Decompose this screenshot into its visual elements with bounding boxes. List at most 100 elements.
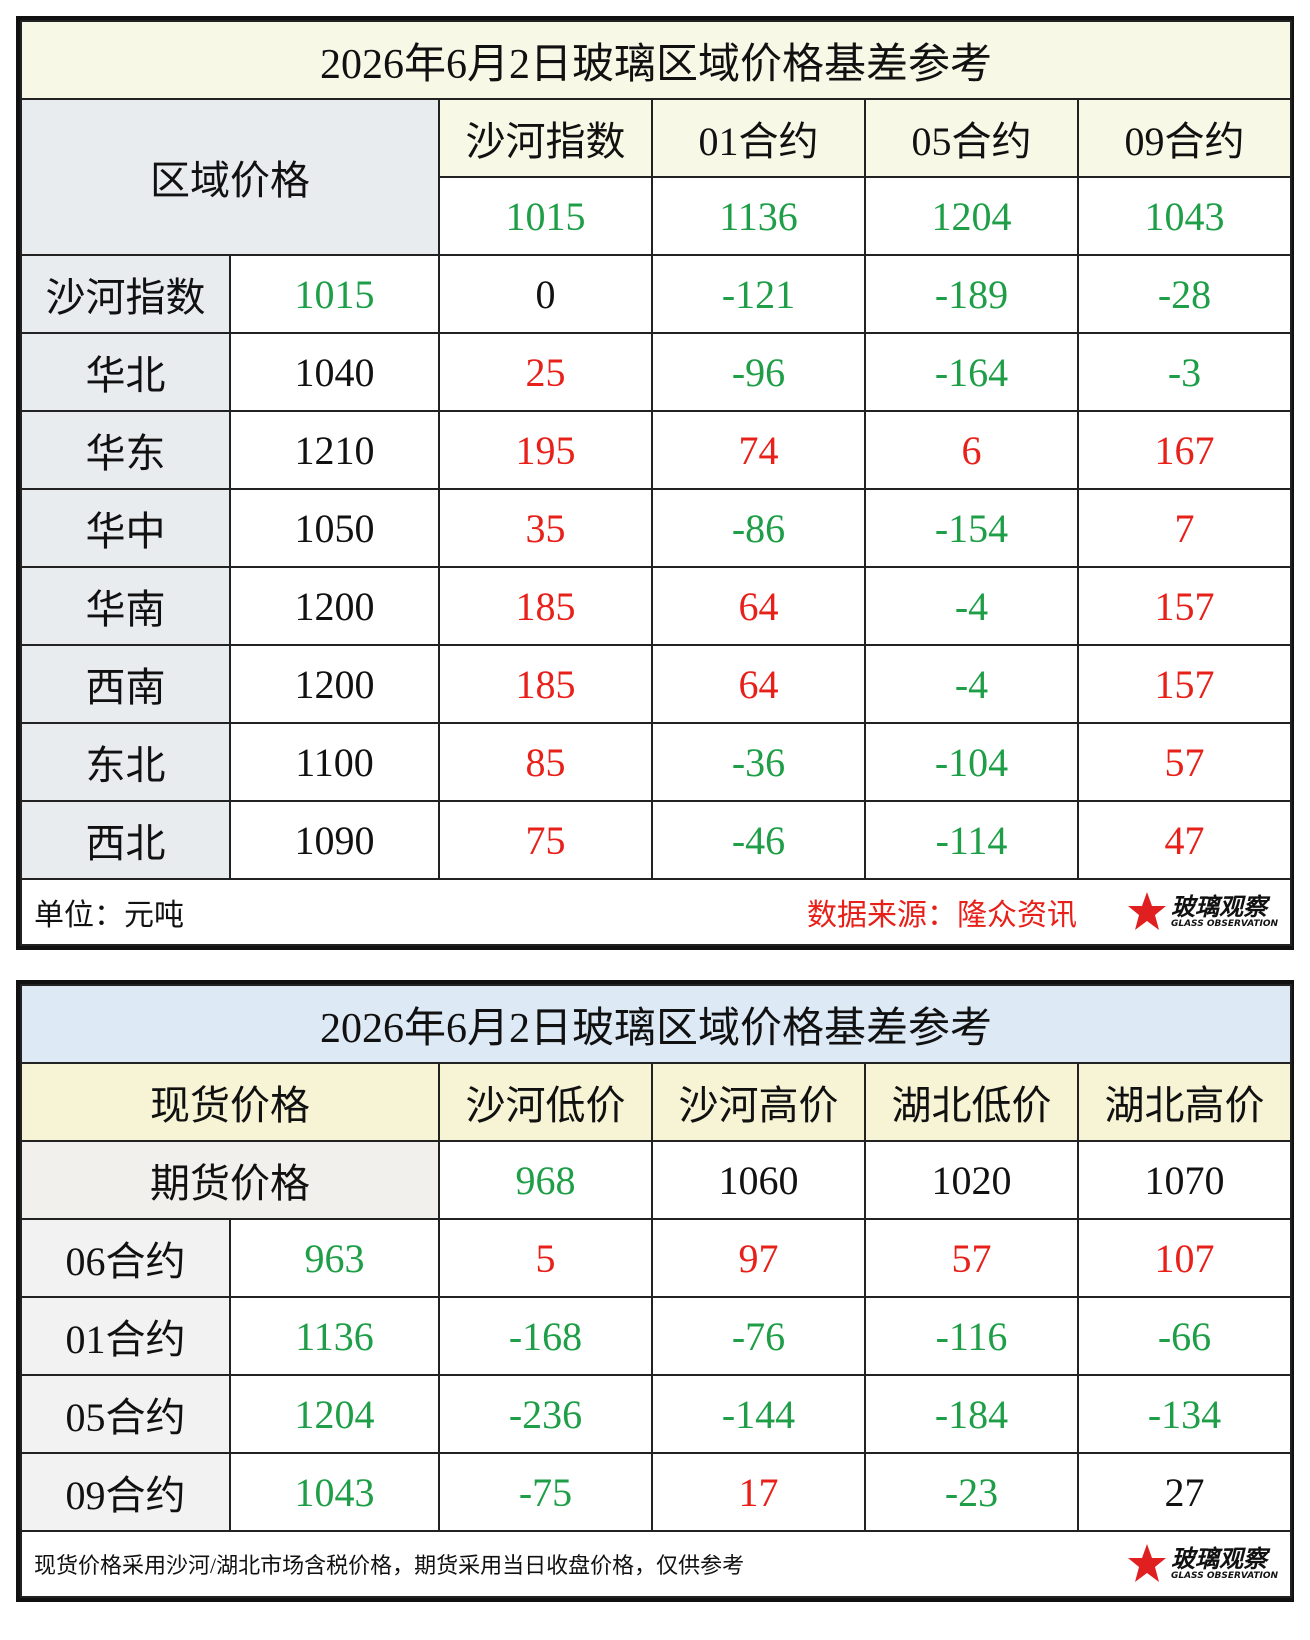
basis-value: -3	[1076, 332, 1293, 412]
basis-value: 25	[438, 332, 653, 412]
footer-right: 数据来源：隆众资讯 玻璃观察 GLASS OBSERVATION	[807, 890, 1278, 934]
row-label: 华中	[20, 488, 231, 568]
basis-value: 97	[651, 1218, 866, 1298]
data-row: 华中 1050 35 -86 -154 7	[20, 488, 1293, 568]
data-row: 沙河指数 1015 0 -121 -189 -28	[20, 254, 1293, 334]
row-price: 1050	[229, 488, 440, 568]
source: 数据来源：隆众资讯	[806, 899, 1077, 932]
basis-value: -23	[864, 1452, 1079, 1532]
basis-value: 107	[1076, 1218, 1293, 1298]
data-row: 华南 1200 185 64 -4 157	[20, 566, 1293, 646]
footer: 现货价格采用沙河/湖北市场含税价格，期货采用当日收盘价格，仅供参考 玻璃观察 GLA…	[19, 1530, 1293, 1598]
basis-value: 27	[1076, 1452, 1293, 1532]
row-label: 华北	[20, 332, 231, 412]
logo-star	[1127, 892, 1166, 930]
basis-value: -154	[864, 488, 1079, 568]
row-price: 1204	[229, 1374, 440, 1454]
basis-value: -86	[651, 488, 866, 568]
logo: 玻璃观察 GLASS OBSERVATION	[1127, 890, 1278, 934]
footer-content: 单位：元吨 数据来源：隆众资讯 玻璃观察 GLASS OBSERVATION	[22, 880, 1290, 944]
logo-name: 玻璃观察	[1170, 893, 1267, 921]
column-header: 09合约	[1076, 98, 1293, 178]
row-price: 1136	[229, 1296, 440, 1376]
header-value-row: 期货价格 968 1060 1020 1070	[20, 1140, 1293, 1220]
basis-value: -75	[438, 1452, 653, 1532]
footer-content: 现货价格采用沙河/湖北市场含税价格，期货采用当日收盘价格，仅供参考 玻璃观察 GLA…	[22, 1532, 1290, 1596]
basis-value: 57	[864, 1218, 1079, 1298]
basis-value: 64	[651, 566, 866, 646]
basis-value: 185	[438, 644, 653, 724]
basis-value: 35	[438, 488, 653, 568]
footer-row: 现货价格采用沙河/湖北市场含税价格，期货采用当日收盘价格，仅供参考 玻璃观察 GLA…	[19, 1530, 1293, 1598]
basis-value: 47	[1076, 800, 1293, 880]
data-row: 01合约 1136 -168 -76 -116 -66	[20, 1296, 1293, 1376]
basis-value: 85	[438, 722, 653, 802]
column-value: 1060	[651, 1140, 866, 1220]
basis-value: -4	[864, 644, 1079, 724]
basis-value: 157	[1076, 566, 1293, 646]
corner-header: 现货价格	[20, 1062, 440, 1142]
column-header: 沙河低价	[438, 1062, 653, 1142]
basis-value: -134	[1076, 1374, 1293, 1454]
column-header: 沙河指数	[438, 98, 653, 178]
table-title: 2026年6月2日玻璃区域价格基差参考	[19, 20, 1293, 100]
basis-value: -46	[651, 800, 866, 880]
basis-value: -36	[651, 722, 866, 802]
data-row: 09合约 1043 -75 17 -23 27	[20, 1452, 1293, 1532]
basis-value: -189	[864, 254, 1079, 334]
table-title: 2026年6月2日玻璃区域价格基差参考	[19, 984, 1293, 1064]
footer: 单位：元吨 数据来源：隆众资讯 玻璃观察 GLASS OBSERVATION	[19, 878, 1293, 946]
row-price: 1210	[229, 410, 440, 490]
header-value-row: 1015 1136 1204 1043	[21, 176, 1293, 256]
basis-value: 167	[1076, 410, 1293, 490]
data-row: 华北 1040 25 -96 -164 -3	[20, 332, 1293, 412]
table-panel: 2026年6月2日玻璃区域价格基差参考 区域价格 沙河指数 01合约 05合约 09合约 1…	[16, 16, 1294, 950]
basis-value: -116	[864, 1296, 1079, 1376]
basis-value: 7	[1076, 488, 1293, 568]
column-header: 湖北低价	[864, 1062, 1079, 1142]
corner-header: 区域价格	[20, 98, 440, 256]
data-row: 华东 1210 195 74 6 167	[20, 410, 1293, 490]
row-price: 963	[229, 1218, 440, 1298]
row-label: 西北	[20, 800, 231, 880]
logo-subtitle: GLASS OBSERVATION	[1170, 919, 1279, 929]
data-row: 西南 1200 185 64 -4 157	[20, 644, 1293, 724]
row-price: 1015	[229, 254, 440, 334]
row-price: 1200	[229, 644, 440, 724]
table-panel: 2026年6月2日玻璃区域价格基差参考 现货价格 沙河低价 沙河高价 湖北低价 湖北高价期…	[16, 980, 1294, 1602]
basis-value: -66	[1076, 1296, 1293, 1376]
logo-star	[1127, 1544, 1166, 1582]
basis-value: -121	[651, 254, 866, 334]
column-value: 1020	[864, 1140, 1079, 1220]
row-label: 沙河指数	[20, 254, 231, 334]
basis-value: -144	[651, 1374, 866, 1454]
column-value: 1204	[864, 176, 1079, 256]
logo-name: 玻璃观察	[1170, 1545, 1267, 1573]
row-label: 05合约	[20, 1374, 231, 1454]
column-value: 1015	[438, 176, 653, 256]
footer-row: 单位：元吨 数据来源：隆众资讯 玻璃观察 GLASS OBSERVATION	[19, 878, 1293, 946]
logo: 玻璃观察 GLASS OBSERVATION	[1127, 1542, 1278, 1586]
basis-value: -96	[651, 332, 866, 412]
basis-value: 74	[651, 410, 866, 490]
basis-value: 6	[864, 410, 1079, 490]
row-label: 01合约	[20, 1296, 231, 1376]
column-header: 沙河高价	[651, 1062, 866, 1142]
header-row: 现货价格 沙河低价 沙河高价 湖北低价 湖北高价	[20, 1062, 1293, 1142]
basis-value: -236	[438, 1374, 653, 1454]
column-value: 968	[438, 1140, 653, 1220]
table: 2026年6月2日玻璃区域价格基差参考 现货价格 沙河低价 沙河高价 湖北低价 湖北高价期…	[19, 984, 1293, 1598]
data-row: 06合约 963 5 97 57 107	[20, 1218, 1293, 1298]
column-header: 01合约	[651, 98, 866, 178]
title-row: 2026年6月2日玻璃区域价格基差参考	[19, 20, 1293, 100]
row-label: 09合约	[20, 1452, 231, 1532]
column-header: 湖北高价	[1076, 1062, 1293, 1142]
basis-value: -104	[864, 722, 1079, 802]
basis-value: -164	[864, 332, 1079, 412]
row-price: 1043	[229, 1452, 440, 1532]
logo-text: 玻璃观察 GLASS OBSERVATION	[1171, 1547, 1278, 1581]
column-header: 05合约	[864, 98, 1079, 178]
row-price: 1200	[229, 566, 440, 646]
row-label: 06合约	[20, 1218, 231, 1298]
